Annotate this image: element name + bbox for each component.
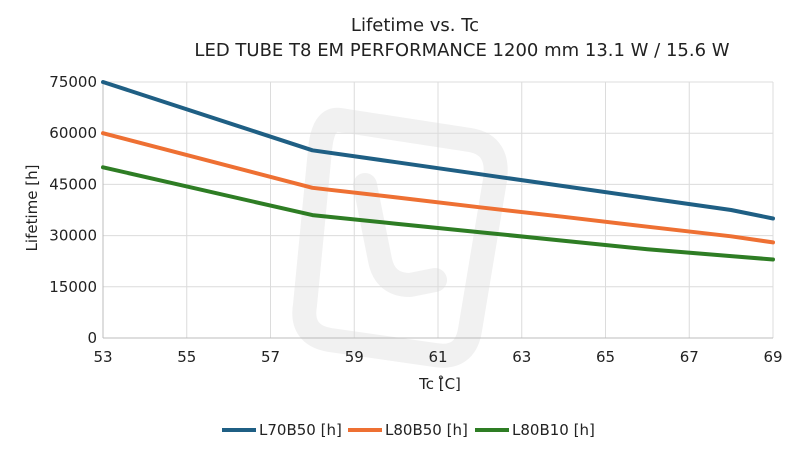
y-tick-label: 15000 (49, 278, 97, 296)
x-tick-label: 57 (261, 348, 280, 366)
y-tick-label: 60000 (49, 124, 97, 142)
series-line-2 (101, 131, 775, 245)
x-tick-label: 55 (177, 348, 196, 366)
series-lines (101, 80, 775, 262)
grid-lines (103, 81, 774, 338)
y-axis-label: Lifetime [h] (23, 165, 41, 252)
y-tick-label: 30000 (49, 227, 97, 245)
x-axis-label: Tc [̊C] (418, 375, 461, 393)
chart-subtitle: LED TUBE T8 EM PERFORMANCE 1200 mm 13.1 … (194, 40, 729, 61)
tick-labels: 53 55 57 59 61 63 65 67 69 0 15000 30000 45000 60000 7… (49, 73, 782, 366)
x-tick-label: 67 (680, 348, 699, 366)
series-line-3 (101, 165, 775, 262)
chart-title: Lifetime vs. Tc (351, 15, 479, 36)
legend-label-3: L80B10 [h] (512, 421, 595, 439)
x-tick-label: 59 (345, 348, 364, 366)
watermark-logo (292, 107, 508, 368)
series-line-1 (101, 80, 775, 221)
y-tick-label: 45000 (49, 175, 97, 193)
x-tick-label: 61 (428, 348, 447, 366)
legend-label-2: L80B50 [h] (385, 421, 468, 439)
axes (102, 82, 773, 339)
y-tick-label: 75000 (49, 73, 97, 91)
y-tick-label: 0 (87, 329, 97, 347)
x-tick-label: 63 (512, 348, 531, 366)
x-tick-label: 65 (596, 348, 615, 366)
x-tick-label: 69 (763, 348, 782, 366)
legend: L70B50 [h] L80B50 [h] L80B10 [h] (222, 421, 595, 439)
x-tick-label: 53 (93, 348, 112, 366)
legend-label-1: L70B50 [h] (259, 421, 342, 439)
